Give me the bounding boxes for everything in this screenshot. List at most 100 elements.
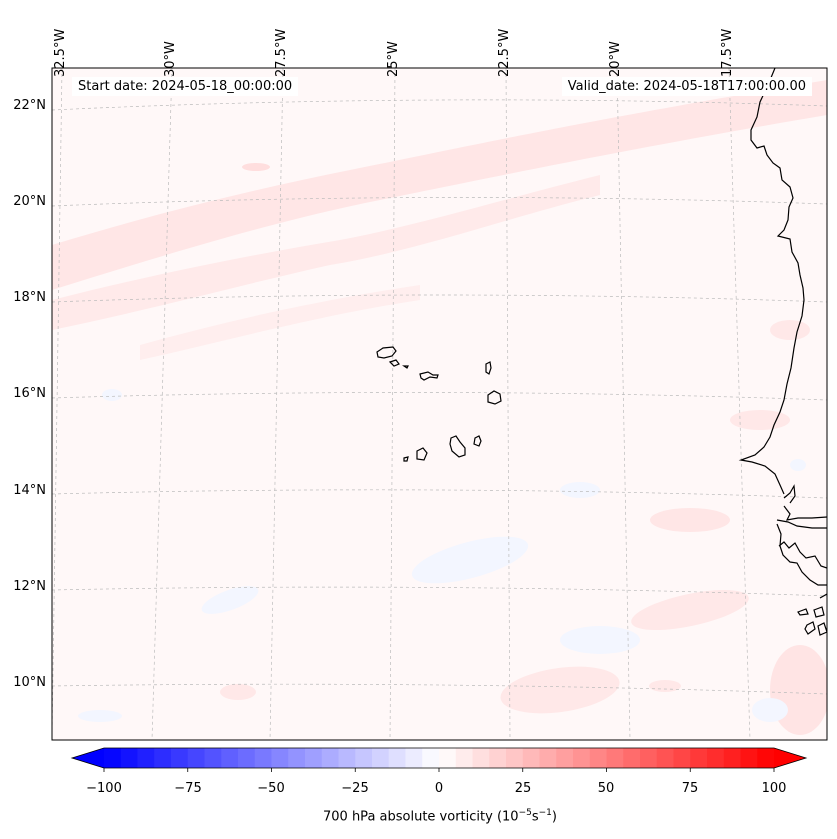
- longitude-label: 25°W: [386, 41, 401, 77]
- map-frame: [51, 67, 828, 741]
- colorbar-segment: [455, 748, 474, 768]
- island-boa-vista: [487, 390, 502, 405]
- island-brava: [403, 456, 409, 462]
- colorbar-extend-max: [774, 748, 806, 768]
- meridian-line: [505, 68, 511, 740]
- vorticity-patch-negative: [411, 536, 529, 584]
- colorbar-segment: [254, 748, 273, 768]
- colorbar-segment: [238, 748, 256, 768]
- island-bijagos-1: [797, 608, 809, 616]
- colorbar-segment: [137, 748, 155, 768]
- vorticity-band: [52, 80, 827, 290]
- colorbar-label: 700 hPa absolute vorticity (10−5s−1): [0, 808, 837, 824]
- vorticity-patch: [770, 320, 810, 340]
- graticule: [52, 68, 827, 740]
- island-sao-vicente: [388, 359, 400, 367]
- colorbar-segment: [472, 748, 490, 768]
- colorbar-segment: [623, 748, 641, 768]
- colorbar-segment: [271, 748, 289, 768]
- meridian-line: [269, 68, 284, 740]
- colorbar-segment: [723, 748, 742, 768]
- island-santo-antao: [376, 346, 397, 359]
- colorbar-segment: [539, 748, 557, 768]
- colorbar-segment: [556, 748, 574, 768]
- start-date-label: Start date: 2024-05-18_00:00:00: [72, 77, 299, 96]
- vorticity-patch: [500, 666, 620, 714]
- colorbar-segment: [656, 748, 675, 768]
- colorbar-label-exponent: −1: [538, 808, 552, 818]
- vorticity-patch: [730, 410, 790, 430]
- vorticity-patch: [649, 680, 681, 692]
- colorbar-segment: [506, 748, 524, 768]
- parallel-line: [52, 392, 827, 401]
- colorbar-segment: [489, 748, 507, 768]
- island-santa-luzia: [402, 365, 409, 369]
- meridian-line: [389, 68, 396, 740]
- parallel-line: [52, 294, 827, 303]
- vorticity-band: [140, 285, 420, 360]
- colorbar-segment: [422, 748, 440, 768]
- latitude-label: 22°N: [13, 98, 46, 113]
- colorbar-tick-label: −100: [86, 781, 122, 796]
- colorbar-label-text: 700 hPa absolute vorticity (10: [323, 809, 519, 825]
- colorbar-segment: [338, 748, 356, 768]
- colorbar-segment: [104, 748, 122, 768]
- colorbar-segment: [522, 748, 541, 768]
- vorticity-patch: [770, 645, 827, 735]
- coastline-guinea-bissau: [778, 541, 827, 569]
- colorbar-segment: [120, 748, 139, 768]
- island-sao-nicolau: [419, 371, 439, 381]
- island-maio: [473, 435, 482, 447]
- vorticity-patch: [631, 589, 749, 631]
- island-bijagos-4: [817, 622, 827, 636]
- latitude-label: 20°N: [13, 194, 46, 209]
- colorbar-segment: [573, 748, 591, 768]
- africa-coastline: [738, 68, 827, 636]
- colorbar-segment: [372, 748, 390, 768]
- colorbar-label-exponent: −5: [518, 808, 532, 818]
- parallel-line: [52, 683, 827, 695]
- island-bijagos-2: [813, 606, 825, 618]
- longitude-label: 22.5°W: [497, 28, 512, 77]
- colorbar-segment: [405, 748, 423, 768]
- colorbar-tick-label: −75: [174, 781, 202, 796]
- parallel-line: [52, 489, 827, 499]
- colorbar-segment: [589, 748, 608, 768]
- coastline-dakar-peninsula: [783, 484, 796, 504]
- colorbar-segment: [187, 748, 206, 768]
- parallel-line: [52, 99, 827, 111]
- colorbar-segment: [171, 748, 189, 768]
- colorbar-segment: [305, 748, 323, 768]
- colorbar-segment: [640, 748, 658, 768]
- cape-verde-islands: [376, 346, 502, 462]
- colorbar-tick-label: 0: [434, 781, 444, 796]
- colorbar-segment: [288, 748, 306, 768]
- colorbar-tick-label: −50: [257, 781, 285, 796]
- colorbar-tick-label: 75: [681, 781, 699, 796]
- coastline-south: [776, 523, 827, 586]
- colorbar-segment: [606, 748, 624, 768]
- colorbar: [70, 747, 808, 772]
- colorbar-segment: [757, 748, 775, 768]
- vorticity-patch-negative: [201, 586, 259, 614]
- island-santiago: [449, 435, 466, 458]
- vorticity-patch-negative: [790, 459, 806, 471]
- vorticity-patch-negative: [560, 626, 640, 654]
- colorbar-label-unit: s: [531, 809, 539, 825]
- latitude-label: 12°N: [13, 579, 46, 594]
- vorticity-patch: [650, 508, 730, 532]
- coastline-guinea: [819, 593, 827, 599]
- valid-date-label: Valid_date: 2024-05-18T17:00:00.00: [561, 77, 812, 96]
- latitude-label: 14°N: [13, 483, 46, 498]
- colorbar-segment: [388, 748, 407, 768]
- meridian-line: [728, 68, 751, 740]
- coastline-gambia: [783, 505, 827, 521]
- longitude-label: 32.5°W: [53, 28, 68, 77]
- colorbar-label-close: ): [551, 809, 557, 825]
- vorticity-band: [52, 175, 600, 330]
- meridian-line: [616, 68, 631, 740]
- colorbar-segment: [204, 748, 222, 768]
- colorbar-segment: [439, 748, 457, 768]
- colorbar-segment: [154, 748, 172, 768]
- longitude-label: 17.5°W: [720, 28, 735, 77]
